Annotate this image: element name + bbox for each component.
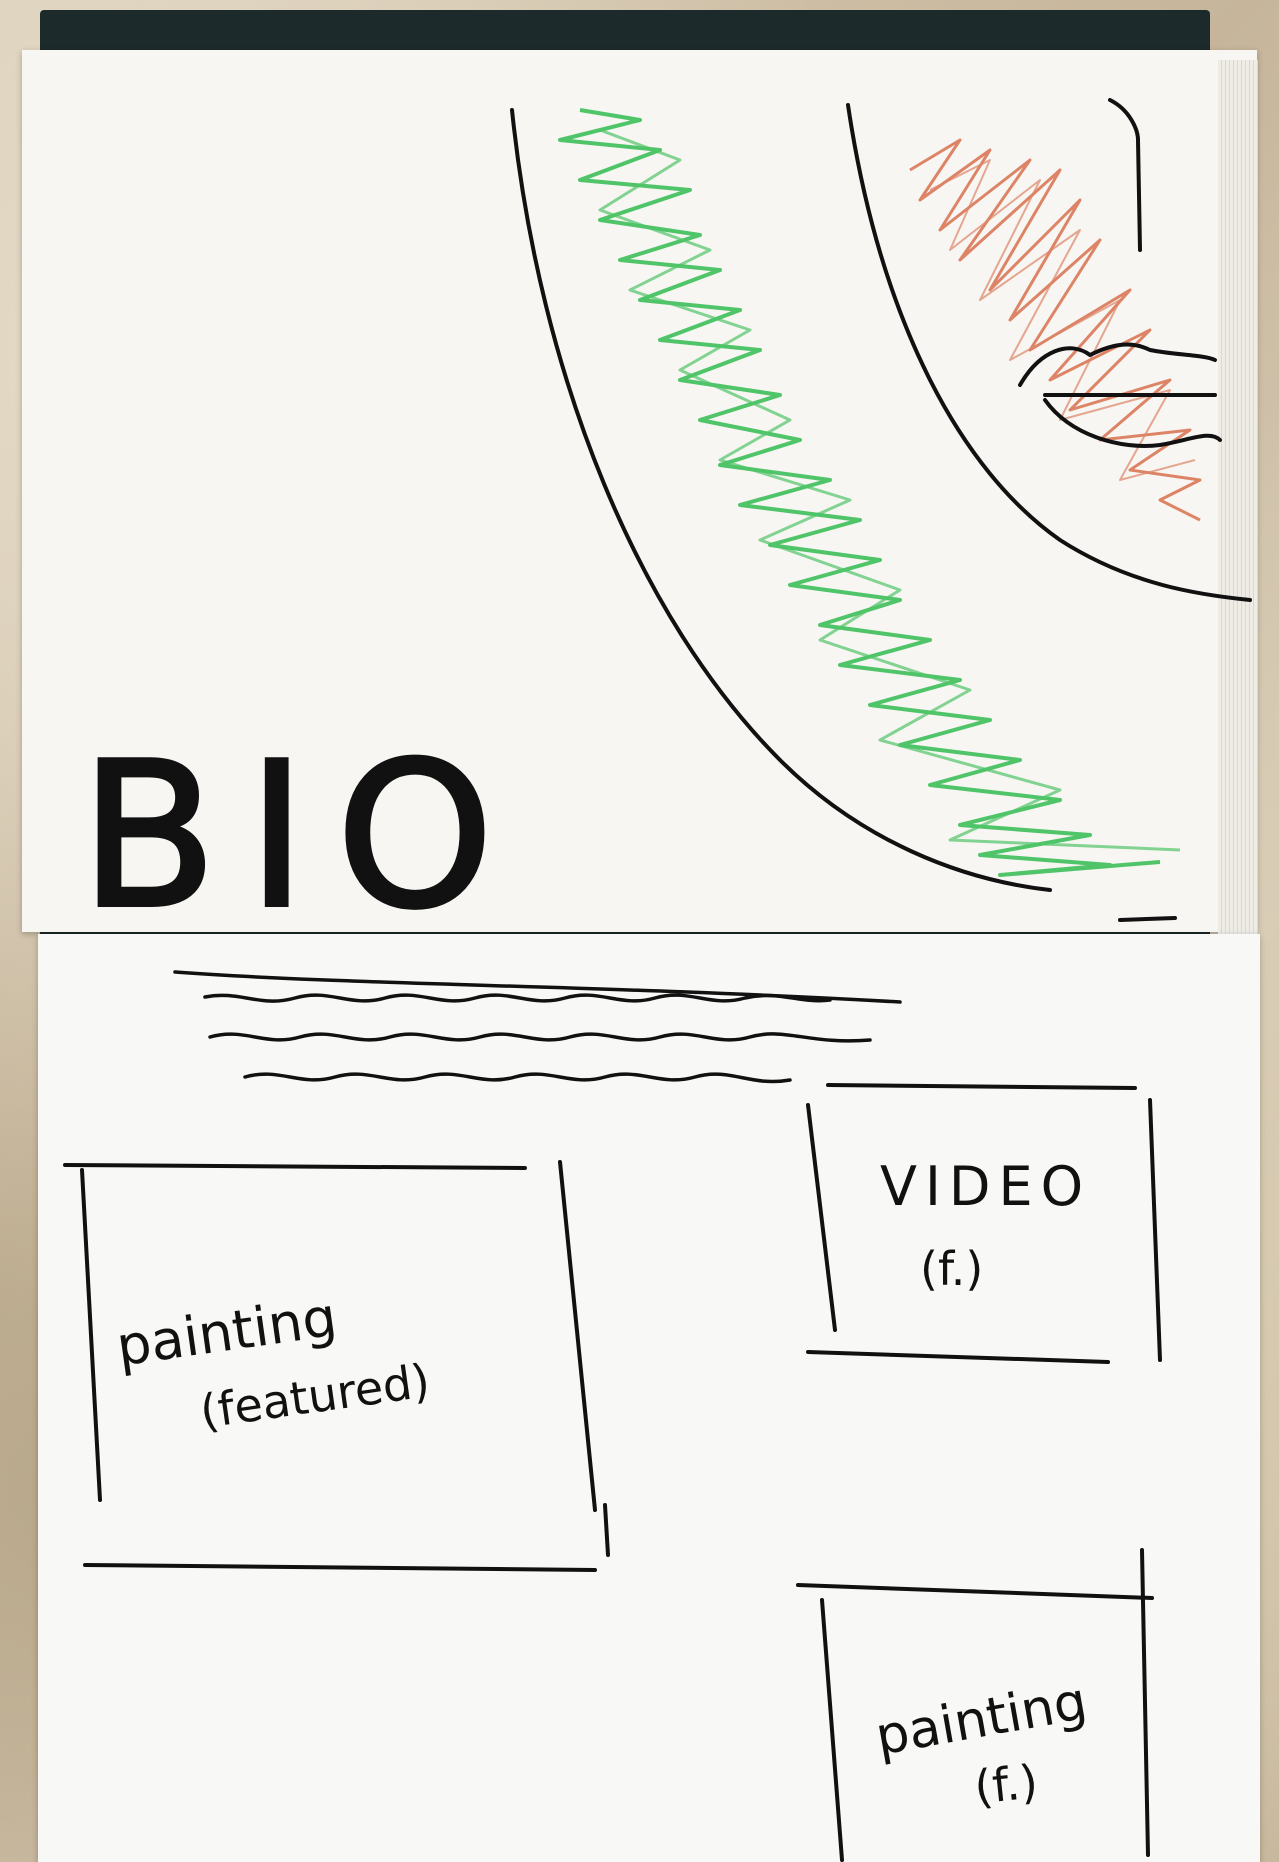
video-title: VIDEO <box>880 1155 1091 1218</box>
featured-painting-title: painting <box>113 1285 341 1378</box>
bio-text-scribble <box>173 970 902 1084</box>
painting-subtitle: (f.) <box>972 1754 1041 1814</box>
video-subtitle: (f.) <box>920 1242 983 1296</box>
green-scribble-band <box>558 108 1181 877</box>
page-edges <box>1218 60 1258 940</box>
red-scribble-band <box>909 138 1202 522</box>
painting-title: painting <box>871 1671 1091 1767</box>
featured-painting-box <box>63 1160 610 1572</box>
featured-painting-subtitle: (featured) <box>197 1353 433 1439</box>
video-box <box>806 1083 1162 1364</box>
arc-outlines <box>510 98 1252 922</box>
painting-box <box>796 1548 1154 1862</box>
top-page <box>22 50 1257 932</box>
bio-label: BIO <box>80 720 524 953</box>
lips-drawing <box>1018 342 1222 448</box>
